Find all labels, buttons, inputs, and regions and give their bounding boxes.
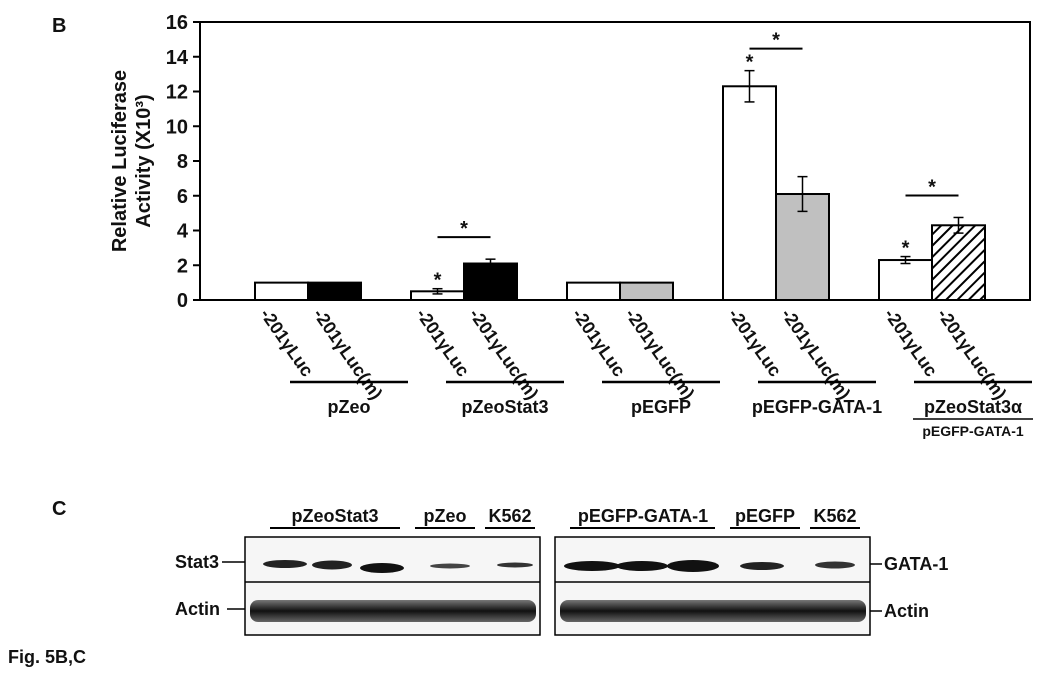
blot-row-label: Stat3 [175, 552, 219, 572]
panel-label: B [52, 15, 66, 37]
significance-star: * [746, 52, 754, 74]
significance-star: * [928, 176, 936, 198]
significance-star: * [460, 218, 468, 240]
y-tick-label: 12 [166, 82, 188, 104]
y-tick-label: 2 [177, 255, 188, 277]
y-tick-label: 0 [177, 290, 188, 312]
bar [463, 262, 518, 302]
significance-star: * [434, 270, 442, 292]
blot-header: pEGFP-GATA-1 [578, 506, 708, 526]
group-label: pEGFP [631, 397, 691, 417]
significance-star: * [772, 30, 780, 52]
bar [619, 281, 674, 301]
group-label: pZeo [328, 397, 371, 417]
group-label: pEGFP-GATA-1 [752, 397, 882, 417]
bar [566, 281, 621, 301]
x-tick-label: -201γLuc [412, 305, 473, 380]
x-tick-label: -201γLuc(m) [777, 305, 854, 403]
y-axis-label: Activity (X10³) [133, 94, 155, 227]
y-tick-label: 14 [166, 47, 189, 69]
caption: Fig. 5B,C [8, 647, 86, 667]
blot-header: K562 [488, 506, 531, 526]
blot-header: pEGFP [735, 506, 795, 526]
panel-label: C [52, 498, 66, 520]
blot-row-label: Actin [884, 601, 929, 621]
x-tick-label: -201γLuc(m) [621, 305, 698, 403]
y-axis-label: Relative Luciferase [109, 70, 131, 252]
group-label: pZeoStat3 [461, 397, 548, 417]
blot [222, 527, 882, 636]
group-label: pZeoStat3α [924, 397, 1022, 417]
bar [722, 85, 777, 301]
blot-header: pZeoStat3 [291, 506, 378, 526]
x-tick-label: -201γLuc [724, 305, 785, 380]
bar [254, 281, 309, 301]
bar [307, 281, 362, 301]
y-tick-label: 4 [177, 221, 189, 243]
blot-header: K562 [813, 506, 856, 526]
x-tick-label: -201γLuc [256, 305, 317, 380]
bar [931, 224, 986, 302]
significance-star: * [902, 238, 910, 260]
y-tick-label: 10 [166, 116, 188, 138]
blot-row-label: Actin [175, 599, 220, 619]
blot-header: pZeo [424, 506, 467, 526]
x-tick-label: -201γLuc [880, 305, 941, 380]
y-tick-label: 6 [177, 186, 188, 208]
bar [878, 259, 933, 302]
y-tick-label: 16 [166, 12, 188, 34]
x-tick-label: -201γLuc [568, 305, 629, 380]
y-tick-label: 8 [177, 151, 188, 173]
group-sublabel: pEGFP-GATA-1 [922, 423, 1024, 439]
x-tick-label: -201γLuc(m) [465, 305, 542, 403]
x-tick-label: -201γLuc(m) [933, 305, 1010, 403]
x-tick-label: -201γLuc(m) [309, 305, 386, 403]
blot-row-label: GATA-1 [884, 554, 948, 574]
